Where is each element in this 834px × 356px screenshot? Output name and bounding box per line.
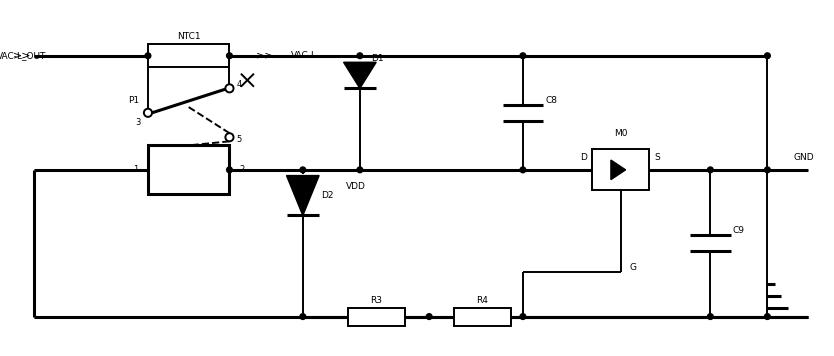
- Circle shape: [765, 314, 771, 319]
- Text: VDD: VDD: [346, 182, 366, 191]
- Text: D1: D1: [371, 54, 384, 63]
- Circle shape: [225, 84, 234, 93]
- Bar: [348, 308, 404, 325]
- Text: >>: >>: [256, 51, 275, 61]
- Text: >>: >>: [13, 51, 32, 61]
- Circle shape: [357, 167, 363, 173]
- Text: R3: R3: [370, 296, 382, 305]
- Circle shape: [765, 53, 771, 59]
- Text: NTC1: NTC1: [177, 32, 200, 42]
- Text: C8: C8: [545, 96, 557, 105]
- Circle shape: [707, 167, 713, 173]
- Text: 5: 5: [237, 135, 242, 144]
- Text: 1: 1: [133, 165, 138, 174]
- Text: D2: D2: [321, 191, 334, 200]
- Text: R4: R4: [476, 296, 488, 305]
- Text: VAC-L: VAC-L: [290, 51, 317, 60]
- Circle shape: [520, 314, 525, 319]
- Text: 4: 4: [237, 80, 242, 89]
- Text: G: G: [630, 263, 636, 272]
- Bar: [454, 308, 510, 325]
- Text: GND: GND: [794, 153, 814, 162]
- Circle shape: [145, 53, 151, 59]
- Circle shape: [520, 53, 525, 59]
- Text: 3: 3: [135, 118, 141, 127]
- Polygon shape: [611, 160, 626, 180]
- Circle shape: [227, 53, 233, 59]
- Text: VAC-L_OUT: VAC-L_OUT: [0, 51, 47, 60]
- Polygon shape: [287, 176, 319, 215]
- Text: 2: 2: [239, 165, 244, 174]
- Text: D: D: [580, 153, 587, 162]
- Bar: [592, 150, 649, 190]
- Bar: [148, 44, 229, 67]
- Circle shape: [765, 167, 771, 173]
- Text: S: S: [655, 153, 661, 162]
- Circle shape: [225, 133, 234, 141]
- Circle shape: [300, 167, 306, 173]
- Text: P1: P1: [128, 96, 138, 105]
- Circle shape: [426, 314, 432, 319]
- Circle shape: [144, 109, 152, 117]
- Circle shape: [227, 167, 233, 173]
- Circle shape: [357, 53, 363, 59]
- Circle shape: [300, 314, 306, 319]
- Text: M0: M0: [614, 129, 627, 138]
- Polygon shape: [344, 62, 376, 88]
- Circle shape: [520, 167, 525, 173]
- Circle shape: [707, 314, 713, 319]
- Text: C9: C9: [733, 226, 745, 235]
- Bar: [148, 145, 229, 194]
